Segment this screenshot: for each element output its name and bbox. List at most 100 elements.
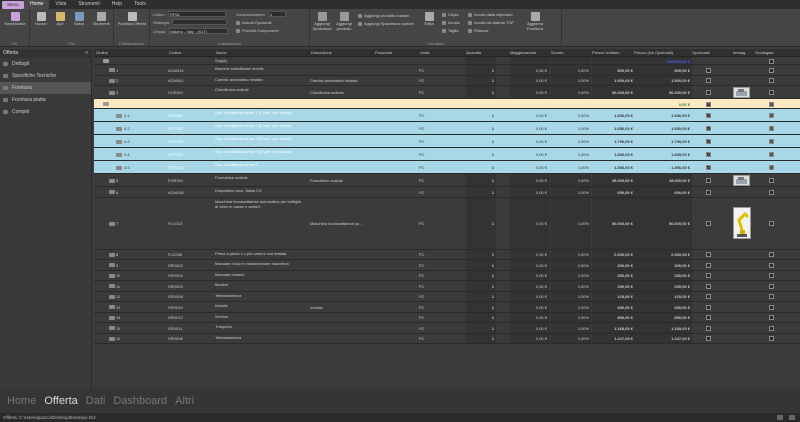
scollegato-checkbox[interactable] [769, 113, 774, 118]
table-row[interactable]: Supply 165.600,00 € [94, 57, 800, 65]
nav-dati[interactable]: Dati [85, 395, 106, 407]
nav-offerta[interactable]: Offerta [44, 395, 78, 407]
col-opzionale[interactable]: Opzionale [692, 50, 711, 55]
sidebar-item-fornitura[interactable]: Fornitura [0, 82, 91, 94]
scollegato-checkbox[interactable] [769, 90, 774, 95]
scollegato-checkbox[interactable] [769, 304, 774, 310]
opzionale-checkbox[interactable] [706, 178, 711, 183]
table-row[interactable]: 10 SRV004 Manuale ricambi PC 1 0,00 € 0,00% 250… [94, 270, 800, 281]
taglia-button[interactable]: Taglia [442, 28, 458, 33]
opzionale-checkbox[interactable] [706, 336, 711, 342]
menu-strumenti[interactable]: Strumenti [78, 1, 100, 7]
opzionale-checkbox[interactable] [706, 315, 711, 321]
sidebar-item-specifiche[interactable]: Specifiche Tecniche [0, 70, 91, 82]
nav-home[interactable]: Home [7, 395, 37, 407]
opzionale-checkbox[interactable] [706, 78, 711, 84]
scollegato-checkbox[interactable] [769, 262, 774, 268]
scollegato-checkbox[interactable] [769, 152, 774, 157]
opzionale-checkbox[interactable] [706, 67, 711, 73]
aggiorna-fornitura-button[interactable]: Aggiorna Fornitura [522, 12, 548, 31]
opzionale-checkbox[interactable] [706, 189, 711, 195]
aggiungi-spaziatura-button[interactable]: Aggiungi Spaziatura [312, 12, 332, 31]
strumenti-button[interactable]: Strumenti [90, 12, 112, 27]
includi-opzionali-toggle[interactable]: Includi Opzionali [236, 20, 271, 25]
scollegato-checkbox[interactable] [769, 165, 774, 170]
table-row[interactable]: 2 ACM001 Cambio automatico testata Cambio a… [94, 75, 800, 86]
opzionale-checkbox[interactable] [706, 273, 711, 279]
opzionale-checkbox[interactable] [706, 252, 711, 258]
scollegato-checkbox[interactable] [769, 315, 774, 321]
table-row[interactable]: 15 SRV011 Trasporto PC 1 0,00 € 0,00% 1.168,00 … [94, 323, 800, 334]
table-row[interactable]: 4.5 OPT005 Opz. Avvitatore carton 5 PC 1 0,00… [94, 161, 800, 174]
prodotti-componenti-toggle[interactable]: Prodotti Componenti [236, 28, 278, 33]
pubblica-offerta-button[interactable]: Pubblica Offerta [117, 12, 147, 27]
col-scollegato[interactable]: Scollegato [755, 50, 774, 55]
sidebar-item-dettagli[interactable]: Dettagli [0, 58, 91, 70]
col-posizione[interactable]: Posizione [375, 50, 393, 55]
rimuovi-button[interactable]: Rimuovi [468, 28, 488, 33]
menu-help[interactable]: Help [111, 1, 123, 7]
table-row[interactable]: 0,00 € [94, 99, 800, 109]
opzionale-checkbox[interactable] [706, 294, 711, 300]
sidebar-item-fornitura-piatta[interactable]: Fornitura piatta [0, 94, 91, 106]
table-row[interactable]: 7 FLC013 Macchina incassettatrice automati… [94, 197, 800, 250]
scollegato-checkbox[interactable] [769, 336, 774, 342]
table-row[interactable]: 13 SRV010 Imballo Imballo PC 1 0,00 € 0,00% 650,… [94, 302, 800, 313]
table-row[interactable]: 1 ACM014 Barriera antirollbase mobile PC 1 0,… [94, 65, 800, 76]
scollegato-checkbox[interactable] [769, 126, 774, 131]
col-prezzo-unitario[interactable]: Prezzo Unitario [592, 50, 620, 55]
aggiungi-spaziatura-custom-button[interactable]: Aggiungi Spaziatura custom [358, 21, 414, 26]
table-row[interactable]: 12 SRV008 Teleassistenza PC 1 0,00 € 0,00% 125,… [94, 291, 800, 302]
layout-icon[interactable] [777, 415, 783, 420]
scollegato-checkbox[interactable] [769, 294, 774, 300]
opzionale-checkbox[interactable] [706, 139, 711, 144]
arrotondamento-input[interactable]: 0 [267, 11, 286, 17]
table-row[interactable]: 9 SRV002 Manuale d'uso e manutenzione macc… [94, 260, 800, 271]
col-nome[interactable]: Nome [216, 50, 227, 55]
opzionale-checkbox[interactable] [706, 126, 711, 131]
scollegato-checkbox[interactable] [769, 139, 774, 144]
opzionale-checkbox[interactable] [706, 101, 711, 107]
scollegato-checkbox[interactable] [769, 78, 774, 84]
edita-button[interactable]: Edita [422, 12, 436, 27]
table-row[interactable]: 11 SRV003 Modem PC 1 0,00 € 0,00% 250,00 € 250,0… [94, 281, 800, 292]
scollegato-checkbox[interactable] [769, 221, 774, 226]
table-row[interactable]: 4.4 OPT004 Opz. Avvitatore carton 4 (2 var… [94, 148, 800, 161]
col-ordine[interactable]: Ordine [96, 50, 109, 55]
col-immagine[interactable]: Immag. [733, 50, 747, 55]
scollegato-checkbox[interactable] [769, 189, 774, 195]
opzionale-checkbox[interactable] [706, 283, 711, 289]
scollegato-checkbox[interactable] [769, 325, 774, 331]
listino-select[interactable]: FIPAL [167, 11, 226, 17]
menu-vista[interactable]: Vista [55, 1, 67, 7]
table-row[interactable]: 6 ACM018 Dispositivo recu. flalda CS PC 1 0,0… [94, 187, 800, 198]
opzionale-checkbox[interactable] [706, 325, 711, 331]
panel-icon[interactable] [789, 415, 795, 420]
app-menu-button[interactable]: Menu [2, 0, 24, 9]
table-row[interactable]: 3 CHS001 Chiudibrica scatole Chiudibrica sc… [94, 86, 800, 99]
opzionale-checkbox[interactable] [706, 90, 711, 95]
scollegato-checkbox[interactable] [769, 283, 774, 289]
scollegato-checkbox[interactable] [769, 58, 774, 64]
scollegato-checkbox[interactable] [769, 273, 774, 279]
lingua-select[interactable]: Italiano - Italy - (it-IT) [168, 28, 229, 34]
scollegato-checkbox[interactable] [769, 178, 774, 183]
col-quantita[interactable]: Quantità [466, 50, 482, 55]
nuovo-button[interactable]: Nuovo [33, 12, 49, 27]
opzionale-checkbox[interactable] [706, 304, 711, 310]
col-descrizione[interactable]: Descrizione [311, 50, 332, 55]
opzionale-checkbox[interactable] [706, 152, 711, 157]
table-row[interactable]: 8 FLC006 Presa a pinza 1 x più cartoni con… [94, 249, 800, 260]
scollegato-checkbox[interactable] [769, 67, 774, 73]
table-row[interactable]: 16 SRV006 Teleassistenza PC 1 0,00 € 0,00% 1.24… [94, 333, 800, 344]
incolla-distinta-button[interactable]: Incolla da distinta TOP [468, 20, 514, 25]
table-row[interactable]: 4.2 OPT002 Opz. Avvitatore carton 2 (2 var… [94, 122, 800, 135]
opzionale-checkbox[interactable] [706, 165, 711, 170]
col-sconto[interactable]: Sconto [551, 50, 564, 55]
table-row[interactable]: 5 FOR001 Formatrice scatole Formatrice scat… [94, 174, 800, 187]
nav-altri[interactable]: Altri [175, 395, 195, 407]
copia-button[interactable]: Copia [442, 12, 458, 17]
collapse-icon[interactable]: « [85, 50, 88, 56]
scollegato-checkbox[interactable] [769, 101, 774, 107]
table-row[interactable]: 4.1 OPT001 Opz. Avvitatore carton 1 (2 var… [94, 109, 800, 122]
